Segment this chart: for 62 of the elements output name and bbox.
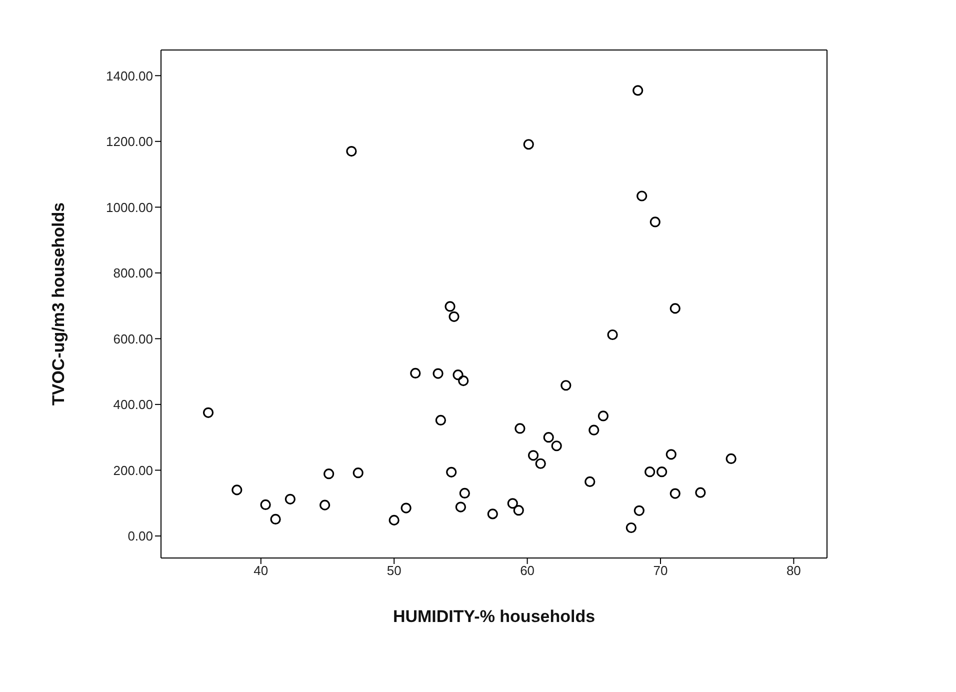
y-tick-label: 1200.00	[106, 134, 153, 150]
point	[270, 514, 281, 524]
y-axis-title: TVOC-ug/m3 households	[49, 202, 68, 406]
point	[560, 380, 572, 391]
point	[528, 450, 539, 461]
y-tick-label: 0.00	[128, 528, 153, 544]
point	[346, 146, 357, 157]
point	[507, 498, 518, 509]
y-tick-label: 200.00	[113, 462, 153, 478]
point	[284, 494, 296, 504]
point	[535, 458, 546, 469]
point	[636, 190, 648, 202]
point	[232, 484, 242, 496]
point	[324, 468, 334, 480]
point	[634, 505, 644, 516]
point	[260, 499, 271, 510]
x-tick-label: 40	[254, 563, 268, 578]
point	[598, 410, 609, 422]
point	[551, 440, 562, 452]
point	[455, 502, 466, 512]
y-tick-label: 1400.00	[106, 68, 153, 84]
x-tick-label: 70	[653, 563, 668, 578]
x-tick-label: 80	[786, 563, 801, 578]
point	[588, 424, 600, 436]
point	[388, 514, 400, 526]
point	[458, 375, 469, 386]
point	[446, 466, 457, 478]
point	[410, 368, 421, 379]
point	[695, 487, 706, 498]
x-tick-label: 50	[386, 563, 402, 578]
y-tick-label: 600.00	[113, 331, 153, 346]
point	[432, 368, 444, 379]
point	[448, 311, 460, 322]
point	[644, 466, 656, 478]
point	[666, 449, 676, 460]
point	[670, 488, 680, 499]
y-tick-label: 400.00	[113, 397, 153, 412]
y-tick-label: 800.00	[113, 266, 153, 281]
point	[523, 139, 534, 150]
x-tick-label: 60	[520, 563, 535, 578]
point	[670, 303, 680, 314]
point	[202, 407, 214, 418]
y-tick-label: 1000.00	[106, 200, 153, 215]
x-axis-title: HUMIDITY-% households	[392, 607, 596, 626]
point	[435, 414, 446, 426]
point	[514, 423, 526, 434]
point	[632, 85, 644, 96]
point	[607, 329, 618, 340]
point	[513, 505, 524, 516]
point	[656, 466, 668, 478]
point	[726, 453, 736, 464]
point	[626, 522, 636, 534]
point	[584, 476, 596, 488]
point	[352, 468, 364, 478]
point	[444, 301, 456, 312]
point	[650, 216, 660, 228]
point	[320, 500, 330, 510]
point	[487, 508, 498, 520]
point	[400, 502, 412, 514]
point	[543, 432, 554, 443]
point	[452, 370, 464, 380]
point	[459, 488, 470, 499]
